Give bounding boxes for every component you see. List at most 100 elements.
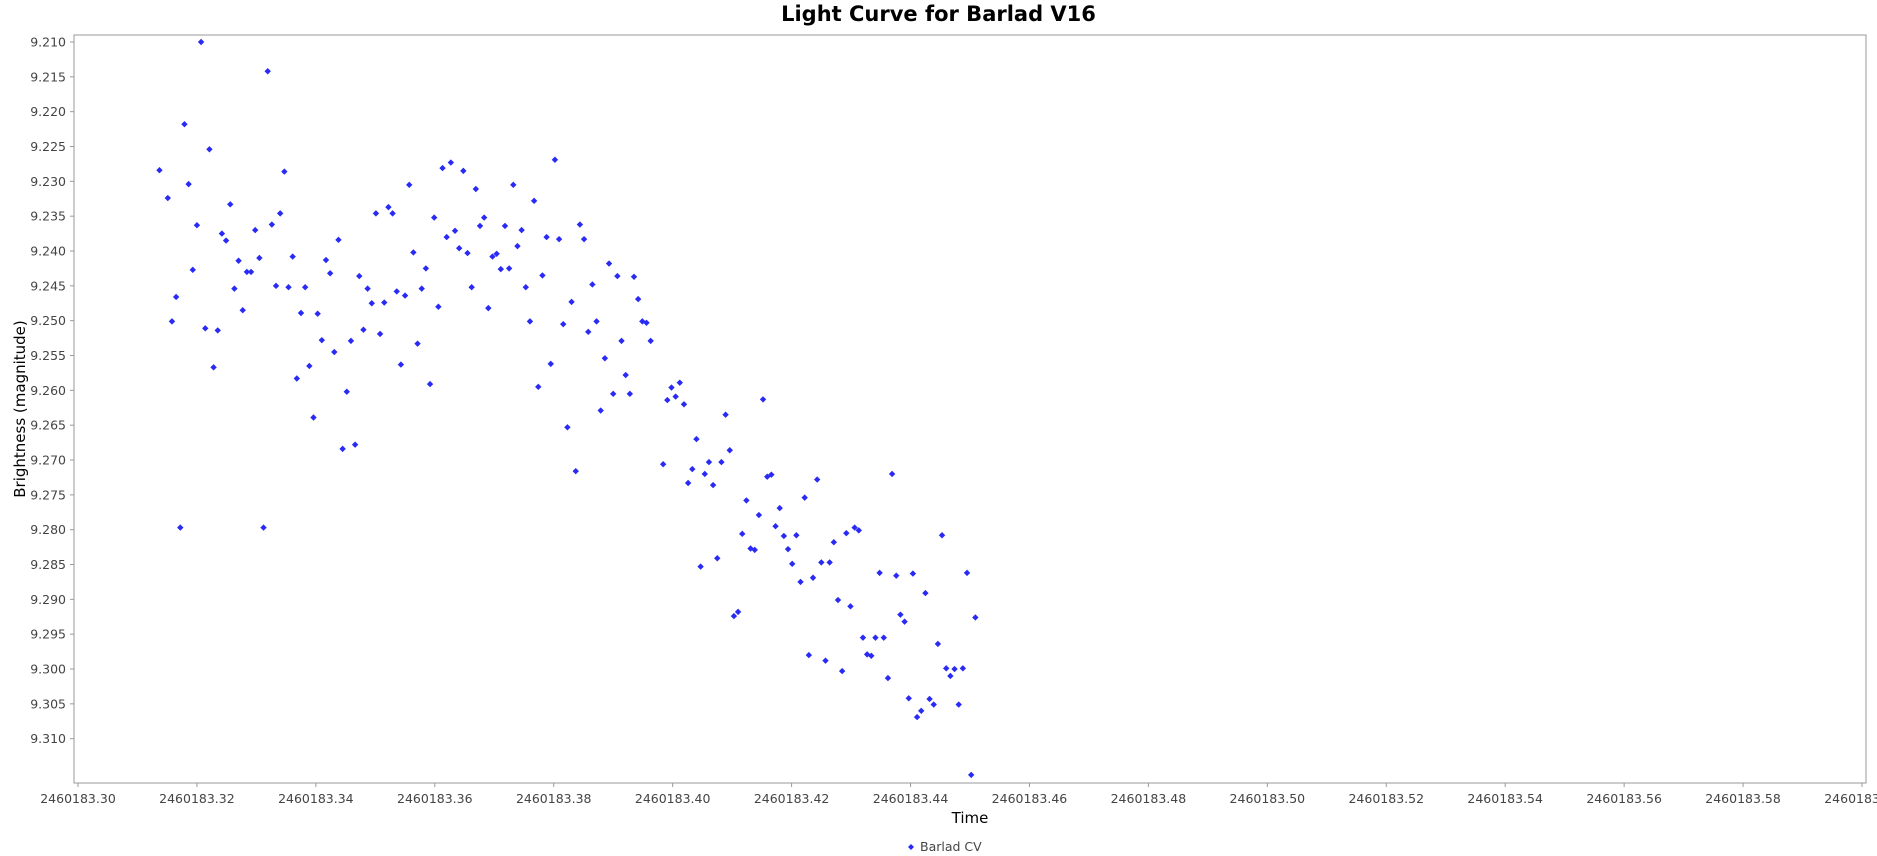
data-point bbox=[897, 611, 904, 618]
y-tick-label: 9.285 bbox=[30, 557, 66, 572]
data-point bbox=[901, 618, 908, 625]
data-point bbox=[880, 634, 887, 641]
data-point bbox=[843, 529, 850, 537]
data-point bbox=[818, 559, 825, 566]
data-point bbox=[464, 249, 471, 257]
y-tick-label: 9.265 bbox=[30, 418, 66, 433]
data-point bbox=[301, 284, 309, 291]
data-point bbox=[614, 272, 621, 280]
data-point bbox=[951, 665, 958, 673]
data-point bbox=[813, 476, 821, 483]
data-point bbox=[726, 447, 733, 454]
data-point bbox=[343, 388, 350, 395]
data-point bbox=[252, 226, 259, 234]
y-tick-label: 9.230 bbox=[30, 174, 66, 189]
data-point bbox=[501, 222, 509, 230]
y-tick-label: 9.210 bbox=[30, 35, 66, 50]
data-point bbox=[460, 167, 467, 175]
data-point bbox=[755, 511, 763, 519]
data-point bbox=[239, 307, 246, 314]
data-point bbox=[709, 481, 717, 489]
data-point bbox=[830, 539, 838, 546]
data-point bbox=[227, 201, 234, 208]
data-point bbox=[339, 445, 346, 453]
data-point bbox=[967, 771, 975, 779]
data-point bbox=[718, 458, 725, 466]
data-point bbox=[372, 210, 380, 217]
data-point bbox=[918, 707, 925, 715]
y-tick-label: 9.240 bbox=[30, 244, 66, 259]
x-axis-label: Time bbox=[951, 809, 989, 827]
data-point bbox=[172, 293, 180, 301]
data-point bbox=[730, 612, 738, 620]
data-point bbox=[235, 257, 242, 264]
data-point bbox=[489, 253, 496, 260]
data-point bbox=[256, 254, 263, 262]
data-point bbox=[664, 396, 671, 404]
data-point bbox=[189, 266, 196, 274]
data-point bbox=[576, 221, 584, 228]
data-point bbox=[776, 504, 783, 512]
data-point bbox=[505, 265, 513, 272]
data-point bbox=[410, 249, 417, 256]
y-tick-label: 9.250 bbox=[30, 313, 66, 328]
data-point bbox=[909, 570, 917, 577]
data-point bbox=[593, 318, 600, 325]
data-point bbox=[826, 559, 833, 566]
data-point bbox=[285, 284, 292, 291]
data-point bbox=[697, 563, 704, 570]
data-point bbox=[335, 236, 342, 244]
data-point bbox=[822, 657, 829, 664]
data-point bbox=[522, 284, 529, 291]
data-point bbox=[859, 634, 867, 641]
data-point bbox=[622, 371, 629, 379]
data-point bbox=[618, 337, 625, 345]
plot-area bbox=[73, 34, 1867, 784]
data-point bbox=[510, 181, 517, 189]
x-axis-ticks: 2460183.30 2460183.32 2460183.34 2460183.36… bbox=[40, 783, 1877, 806]
data-point bbox=[597, 407, 604, 414]
data-point bbox=[306, 362, 313, 370]
data-point bbox=[868, 652, 875, 659]
data-point bbox=[480, 214, 488, 221]
y-tick-label: 9.270 bbox=[30, 453, 66, 468]
data-point bbox=[185, 180, 192, 188]
data-point bbox=[197, 38, 205, 46]
data-point bbox=[780, 532, 788, 540]
data-point bbox=[630, 273, 638, 280]
data-point bbox=[564, 424, 571, 431]
data-point bbox=[543, 233, 550, 241]
data-point bbox=[360, 326, 367, 333]
data-point bbox=[589, 281, 596, 288]
data-point bbox=[797, 578, 804, 586]
y-tick-label: 9.255 bbox=[30, 348, 66, 363]
legend-marker bbox=[908, 844, 914, 850]
x-tick-label: 2460183.48 bbox=[1111, 791, 1187, 806]
x-tick-label: 2460183.36 bbox=[397, 791, 473, 806]
data-point bbox=[497, 265, 505, 273]
data-point bbox=[476, 222, 484, 230]
data-point bbox=[555, 235, 563, 243]
y-tick-label: 9.305 bbox=[30, 696, 66, 711]
data-point bbox=[684, 479, 692, 487]
data-point bbox=[193, 222, 201, 229]
data-point bbox=[231, 285, 238, 292]
data-point bbox=[701, 470, 708, 478]
y-tick-label: 9.215 bbox=[30, 69, 66, 84]
y-axis-ticks: 9.210 9.215 9.220 9.225 9.230 9.235 9.240 9.245… bbox=[30, 35, 74, 746]
data-point bbox=[905, 695, 912, 702]
chart-title: Light Curve for Barlad V16 bbox=[781, 2, 1096, 26]
data-point bbox=[385, 203, 392, 211]
data-point bbox=[318, 336, 326, 344]
data-point bbox=[293, 375, 301, 382]
data-point bbox=[560, 320, 567, 328]
data-point bbox=[834, 596, 842, 604]
data-point bbox=[422, 265, 430, 272]
x-tick-label: 2460183.56 bbox=[1586, 791, 1662, 806]
data-point bbox=[397, 361, 405, 368]
data-point bbox=[947, 672, 954, 680]
data-point bbox=[680, 401, 688, 408]
data-point bbox=[876, 569, 883, 577]
data-point bbox=[938, 532, 946, 539]
legend: Barlad CV bbox=[908, 839, 982, 854]
